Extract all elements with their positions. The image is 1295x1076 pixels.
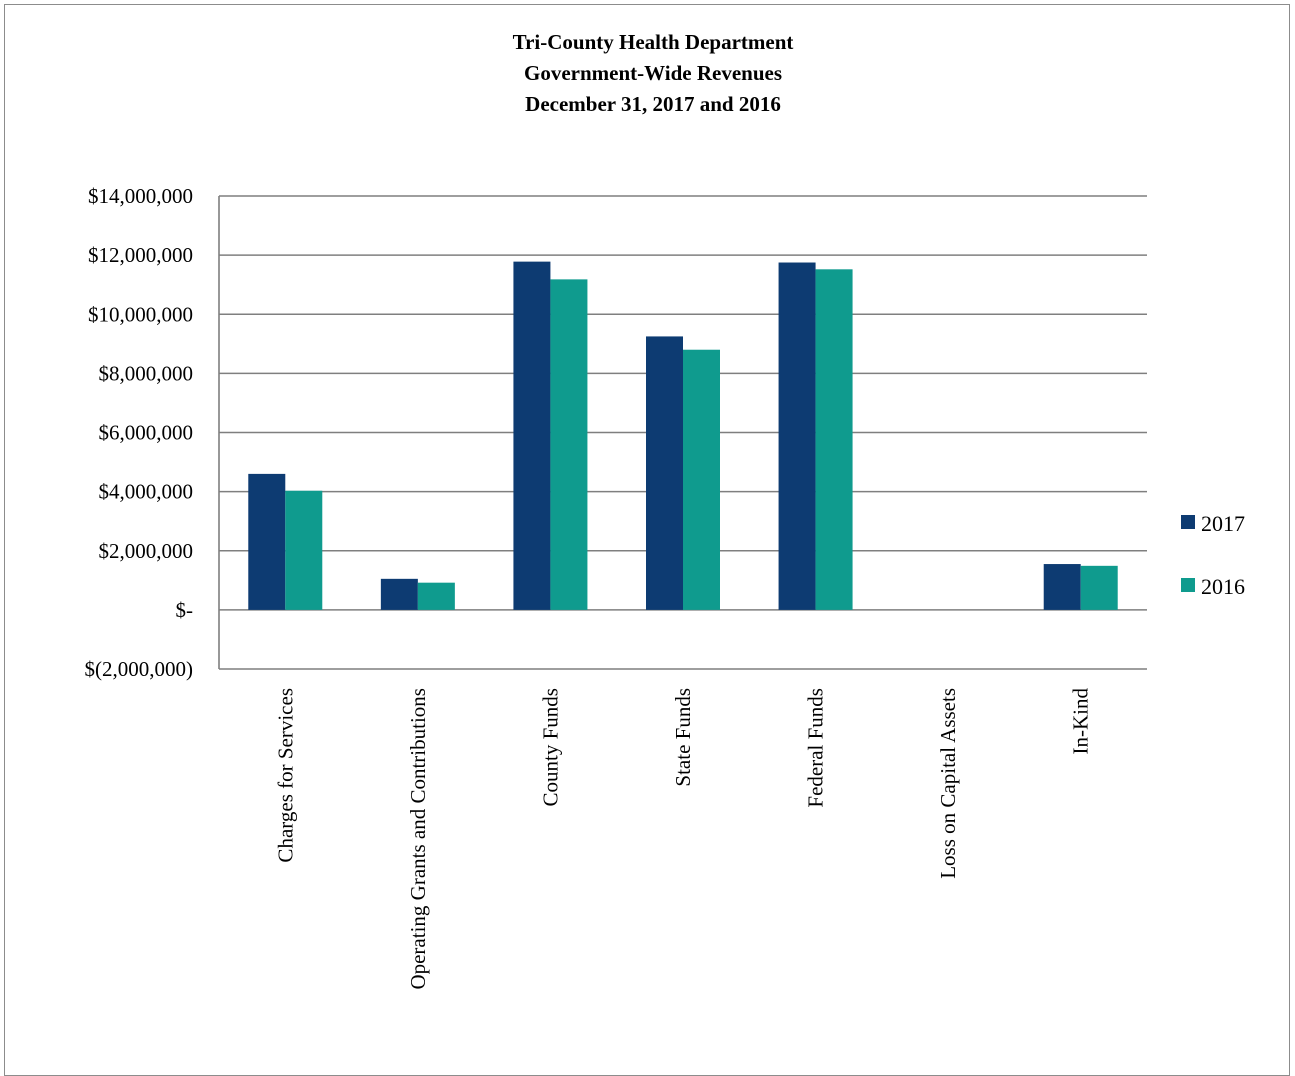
bar-2017 <box>380 578 418 610</box>
legend-label: 2017 <box>1201 511 1245 536</box>
y-tick-label: $4,000,000 <box>99 480 194 504</box>
x-category-label: Charges for Services <box>273 688 297 863</box>
bar-2017 <box>248 473 286 610</box>
x-category-label: County Funds <box>538 688 562 806</box>
chart-title-line: December 31, 2017 and 2016 <box>525 92 781 116</box>
bar-2017 <box>1043 564 1081 610</box>
y-tick-label: $14,000,000 <box>88 184 193 208</box>
x-axis-labels: Charges for Services Operating Grants and… <box>273 688 1092 990</box>
x-category-label: In-Kind <box>1069 688 1093 755</box>
y-tick-label: $(2,000,000) <box>85 657 194 681</box>
y-axis-labels: $14,000,000 $12,000,000 $10,000,000 $8,000,… <box>85 184 194 681</box>
chart-title-line: Tri-County Health Department <box>513 30 794 54</box>
bar-2016 <box>1080 565 1118 610</box>
x-category-label: State Funds <box>671 688 695 787</box>
chart-title: Tri-County Health Department Government-W… <box>513 30 794 116</box>
y-tick-label: $2,000,000 <box>99 539 194 563</box>
y-tick-label: $- <box>176 598 194 622</box>
x-category-label: Operating Grants and Contributions <box>406 688 430 990</box>
bar-2016 <box>815 269 853 610</box>
bar-2016 <box>417 582 455 610</box>
x-category-label: Loss on Capital Assets <box>936 688 960 879</box>
x-category-label: Federal Funds <box>804 688 828 808</box>
bars <box>248 261 1118 610</box>
bar-chart: Tri-County Health Department Government-W… <box>85 30 1246 990</box>
bar-2016 <box>285 490 323 610</box>
bar-2017 <box>646 336 683 610</box>
bar-2016 <box>550 279 588 610</box>
legend: 2017 2016 <box>1181 511 1245 599</box>
bar-2016 <box>683 349 720 610</box>
y-tick-label: $10,000,000 <box>88 302 193 326</box>
legend-label: 2016 <box>1201 574 1245 599</box>
legend-swatch <box>1181 515 1195 529</box>
y-tick-label: $12,000,000 <box>88 243 193 267</box>
y-tick-label: $6,000,000 <box>99 421 194 445</box>
chart-frame: Tri-County Health Department Government-W… <box>4 4 1290 1076</box>
legend-swatch <box>1181 578 1195 592</box>
y-tick-label: $8,000,000 <box>99 361 194 385</box>
chart-title-line: Government-Wide Revenues <box>524 61 782 85</box>
bar-2017 <box>778 262 816 610</box>
bar-2017 <box>513 261 551 610</box>
